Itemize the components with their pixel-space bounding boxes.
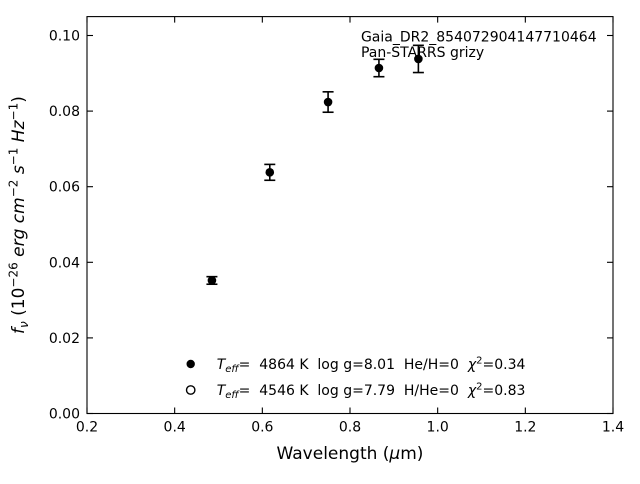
y-tick-label: 0.10 [49, 29, 80, 45]
x-tick-label: 0.8 [339, 420, 361, 436]
text-run: μ [388, 444, 400, 464]
y-tick-label: 0.08 [49, 104, 80, 120]
text-run: T [217, 357, 227, 373]
text-run: −1 [7, 103, 21, 121]
text-run: −26 [7, 262, 21, 287]
legend-marker-filled [186, 359, 195, 369]
text-run: χ [467, 357, 477, 373]
text-run: = 4546 K log g=7.79 H/He=0 [239, 383, 468, 399]
y-tick-label: 0.02 [49, 331, 80, 347]
y-axis-label: fν (10−26 erg cm−2 s−1 Hz−1) [7, 96, 31, 334]
text-run: 2 [476, 356, 482, 367]
text-run: = 4864 K log g=8.01 He/H=0 [239, 357, 468, 373]
data-point-marker [374, 63, 384, 73]
legend-entry-label: Teff= 4864 K log g=8.01 He/H=0 χ2=0.34 [217, 356, 526, 375]
plot-area-border [86, 16, 614, 415]
text-run: (10 [9, 288, 29, 322]
text-run: f [9, 325, 29, 334]
x-tick-label: 1.4 [602, 420, 624, 436]
x-tick-label: 0.6 [251, 420, 273, 436]
y-tick-label: 0.04 [49, 255, 80, 271]
text-run: 2 [476, 382, 482, 393]
text-run: Wavelength ( [277, 444, 390, 464]
text-run: erg [9, 228, 29, 256]
y-tick-label: 0.00 [49, 407, 80, 423]
legend-entry-label: Teff= 4546 K log g=7.79 H/He=0 χ2=0.83 [217, 382, 526, 401]
x-tick-label: 1.0 [427, 420, 449, 436]
data-point-marker [207, 276, 217, 285]
legend-marker-open [185, 385, 196, 395]
text-run: =0.34 [483, 357, 526, 373]
text-run: −2 [7, 180, 21, 198]
text-run: m) [400, 444, 423, 464]
text-run: Hz [9, 119, 29, 142]
y-tick-label: 0.06 [49, 180, 80, 196]
text-run: ) [9, 96, 29, 103]
text-run: T [217, 383, 227, 399]
text-run: eff [225, 364, 240, 375]
text-run: s [9, 165, 29, 174]
x-tick-label: 0.4 [164, 420, 186, 436]
data-point-marker [414, 54, 423, 64]
text-run: cm [9, 197, 29, 223]
source-id-annotation: Gaia_DR2_854072904147710464 [361, 30, 597, 46]
x-tick-label: 1.2 [514, 420, 536, 436]
text-run: −1 [7, 148, 21, 166]
text-run: ν [17, 321, 31, 328]
data-point-marker [265, 168, 275, 177]
text-run: =0.83 [483, 383, 526, 399]
data-point-marker [323, 97, 333, 107]
survey-annotation: Pan-STARRS grizy [361, 45, 484, 61]
x-axis-label: Wavelength (μm) [277, 444, 424, 464]
text-run: χ [467, 383, 477, 399]
text-run: eff [225, 390, 240, 401]
x-tick-label: 0.2 [76, 420, 98, 436]
